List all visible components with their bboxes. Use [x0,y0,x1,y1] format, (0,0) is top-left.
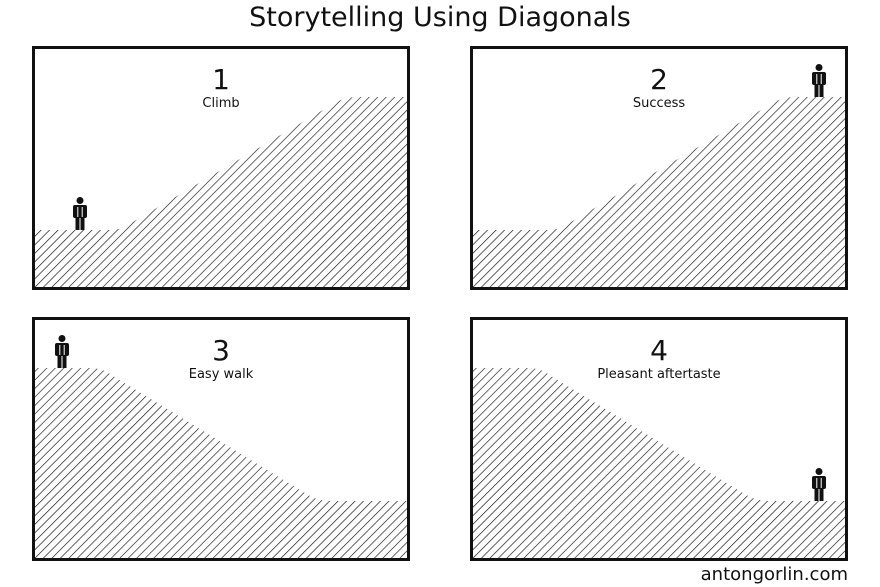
person-icon [812,64,826,97]
hatched-slope [35,97,407,287]
panel-number: 4 [650,334,668,367]
person-icon [55,335,69,368]
panel-pleasant-aftertaste: 4 Pleasant aftertaste [470,317,848,561]
credit-link: antongorlin.com [700,564,848,585]
panel-climb: 1 Climb [32,46,410,290]
diagram-title: Storytelling Using Diagonals [249,2,631,33]
hatched-hill [473,64,845,287]
panel-caption: Climb [202,96,240,111]
panel-easy-walk: 3 Easy walk [32,317,410,561]
panel-number: 2 [650,63,668,96]
hatched-slope [473,368,845,558]
person-icon [812,468,826,501]
hatched-hill [473,368,845,558]
panel-number: 1 [212,63,230,96]
hatched-slope [473,97,845,287]
person-icon [73,197,87,230]
panel-caption: Pleasant aftertaste [597,367,721,382]
hatched-hill [35,97,407,287]
panel-caption: Success [632,96,686,111]
hatched-slope [35,368,407,558]
panel-number: 3 [212,334,230,367]
hatched-hill [35,335,407,558]
panel-success: 2 Success [470,46,848,290]
panel-caption: Easy walk [188,367,254,382]
